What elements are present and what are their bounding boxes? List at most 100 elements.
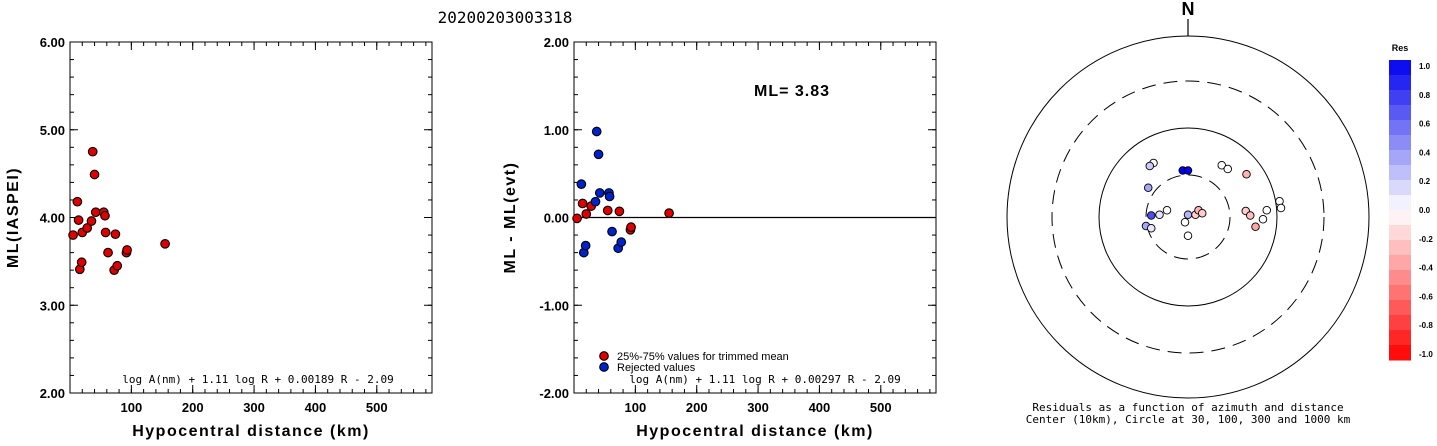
data-point [626, 222, 636, 233]
x-tick-label: 500 [366, 400, 388, 415]
colorbar-segment [1389, 270, 1411, 286]
data-point [580, 240, 591, 251]
station-point [1197, 208, 1207, 218]
y-tick-label: 6.00 [40, 35, 65, 50]
data-point [664, 208, 674, 218]
station-point [1276, 203, 1286, 213]
colorbar-title: Res [1392, 43, 1409, 53]
colorbar-tick-label: 0.8 [1419, 91, 1431, 100]
x-tick-label: 300 [747, 400, 769, 415]
data-point [89, 169, 100, 180]
data-point [607, 226, 617, 237]
data-point [591, 126, 602, 137]
legend-entry: Rejected values [617, 362, 696, 374]
station-point [1223, 164, 1232, 174]
station-point [1275, 196, 1284, 206]
colorbar-tick-label: -1.0 [1419, 350, 1433, 359]
y-tick-label: -1.00 [539, 298, 569, 313]
station-point [1262, 205, 1271, 215]
station-point [1183, 231, 1193, 240]
data-point [590, 196, 601, 207]
x-tick-label: 500 [870, 400, 892, 415]
colorbar-segment [1389, 255, 1411, 271]
colorbar-segment [1389, 300, 1411, 316]
station-point [1183, 210, 1193, 219]
colorbar-segment [1389, 210, 1411, 226]
x-tick-label: 400 [809, 400, 831, 415]
figure-title: 20200203003318 [437, 8, 573, 27]
data-point [593, 149, 604, 160]
y-tick-label: 3.00 [40, 298, 65, 313]
map-caption-line2: Center (10km), Circle at 30, 100, 300 an… [1026, 413, 1351, 426]
data-point [72, 196, 83, 207]
x-tick-label: 100 [625, 400, 647, 415]
colorbar-segment [1389, 180, 1411, 196]
y-tick-label: 1.00 [544, 123, 569, 138]
distance-ring [1145, 174, 1231, 260]
colorbar-tick-label: -0.8 [1419, 321, 1433, 330]
x-tick-label: 100 [121, 400, 143, 415]
colorbar-segment [1389, 150, 1411, 166]
data-point [604, 191, 615, 202]
data-point [73, 215, 84, 225]
station-point [1251, 222, 1260, 231]
colorbar-tick-label: 0.4 [1419, 148, 1431, 157]
colorbar-segment [1389, 330, 1411, 346]
magnitude-vs-distance-panel: 2.00 3.00 4.00 5.00 6.00 100 200 300 400 500 Hypoc… [5, 35, 433, 440]
colorbar-tick-label: 0.0 [1419, 206, 1431, 215]
data-point [577, 198, 588, 209]
colorbar-tick-label: -0.6 [1419, 292, 1433, 301]
data-point [581, 209, 592, 219]
data-point [602, 205, 613, 216]
ml-annotation: ML= 3.83 [754, 83, 830, 100]
station-point [1245, 211, 1255, 220]
colorbar-segment [1389, 345, 1411, 361]
data-point [82, 223, 93, 233]
distance-ring [1051, 80, 1325, 354]
x-tick-label: 300 [243, 400, 265, 415]
data-point [103, 247, 113, 258]
station-point [1146, 223, 1156, 233]
colorbar-segment [1389, 285, 1411, 301]
data-point [68, 230, 78, 240]
colorbar-segment [1389, 195, 1411, 211]
y-tick-label: 4.00 [40, 211, 65, 226]
data-point [614, 206, 625, 217]
station-point [1180, 217, 1190, 227]
data-point [110, 229, 121, 240]
station-point [1143, 183, 1153, 192]
colorbar-tick-label: -0.2 [1419, 235, 1433, 244]
x-tick-label: 200 [686, 400, 708, 415]
colorbar-segment [1389, 240, 1411, 256]
station-point [1155, 210, 1164, 219]
data-point [572, 213, 582, 224]
colorbar-segment [1389, 315, 1411, 331]
y-tick-label: 0.00 [544, 211, 569, 226]
station-point [1217, 160, 1226, 170]
x-tick-label: 400 [305, 400, 327, 415]
colorbar-tick-label: 1.0 [1419, 62, 1431, 71]
colorbar-segment [1389, 135, 1411, 151]
colorbar-segment [1389, 90, 1411, 106]
data-point [616, 237, 627, 247]
x-axis-label: Hypocentral distance (km) [132, 423, 370, 440]
data-point [100, 210, 110, 221]
colorbar-segment [1389, 165, 1411, 181]
map-caption-line1: Residuals as a function of azimuth and d… [1032, 401, 1343, 414]
azimuth-residual-map-panel: N Residuals as a function of azimuth and … [1006, 0, 1370, 426]
station-point [1183, 166, 1193, 175]
station-point [1145, 161, 1154, 171]
legend-marker [599, 362, 609, 372]
formula-text: log A(nm) + 1.11 log R + 0.00189 R - 2.0… [122, 373, 394, 386]
data-point [100, 227, 111, 238]
colorbar-tick-label: 0.2 [1419, 177, 1431, 186]
data-point [86, 216, 97, 226]
plot-frame [69, 41, 433, 394]
data-point [122, 245, 132, 255]
data-point [90, 207, 101, 218]
station-point [1146, 211, 1156, 220]
y-tick-label: 2.00 [544, 35, 569, 50]
station-point [1242, 169, 1251, 179]
